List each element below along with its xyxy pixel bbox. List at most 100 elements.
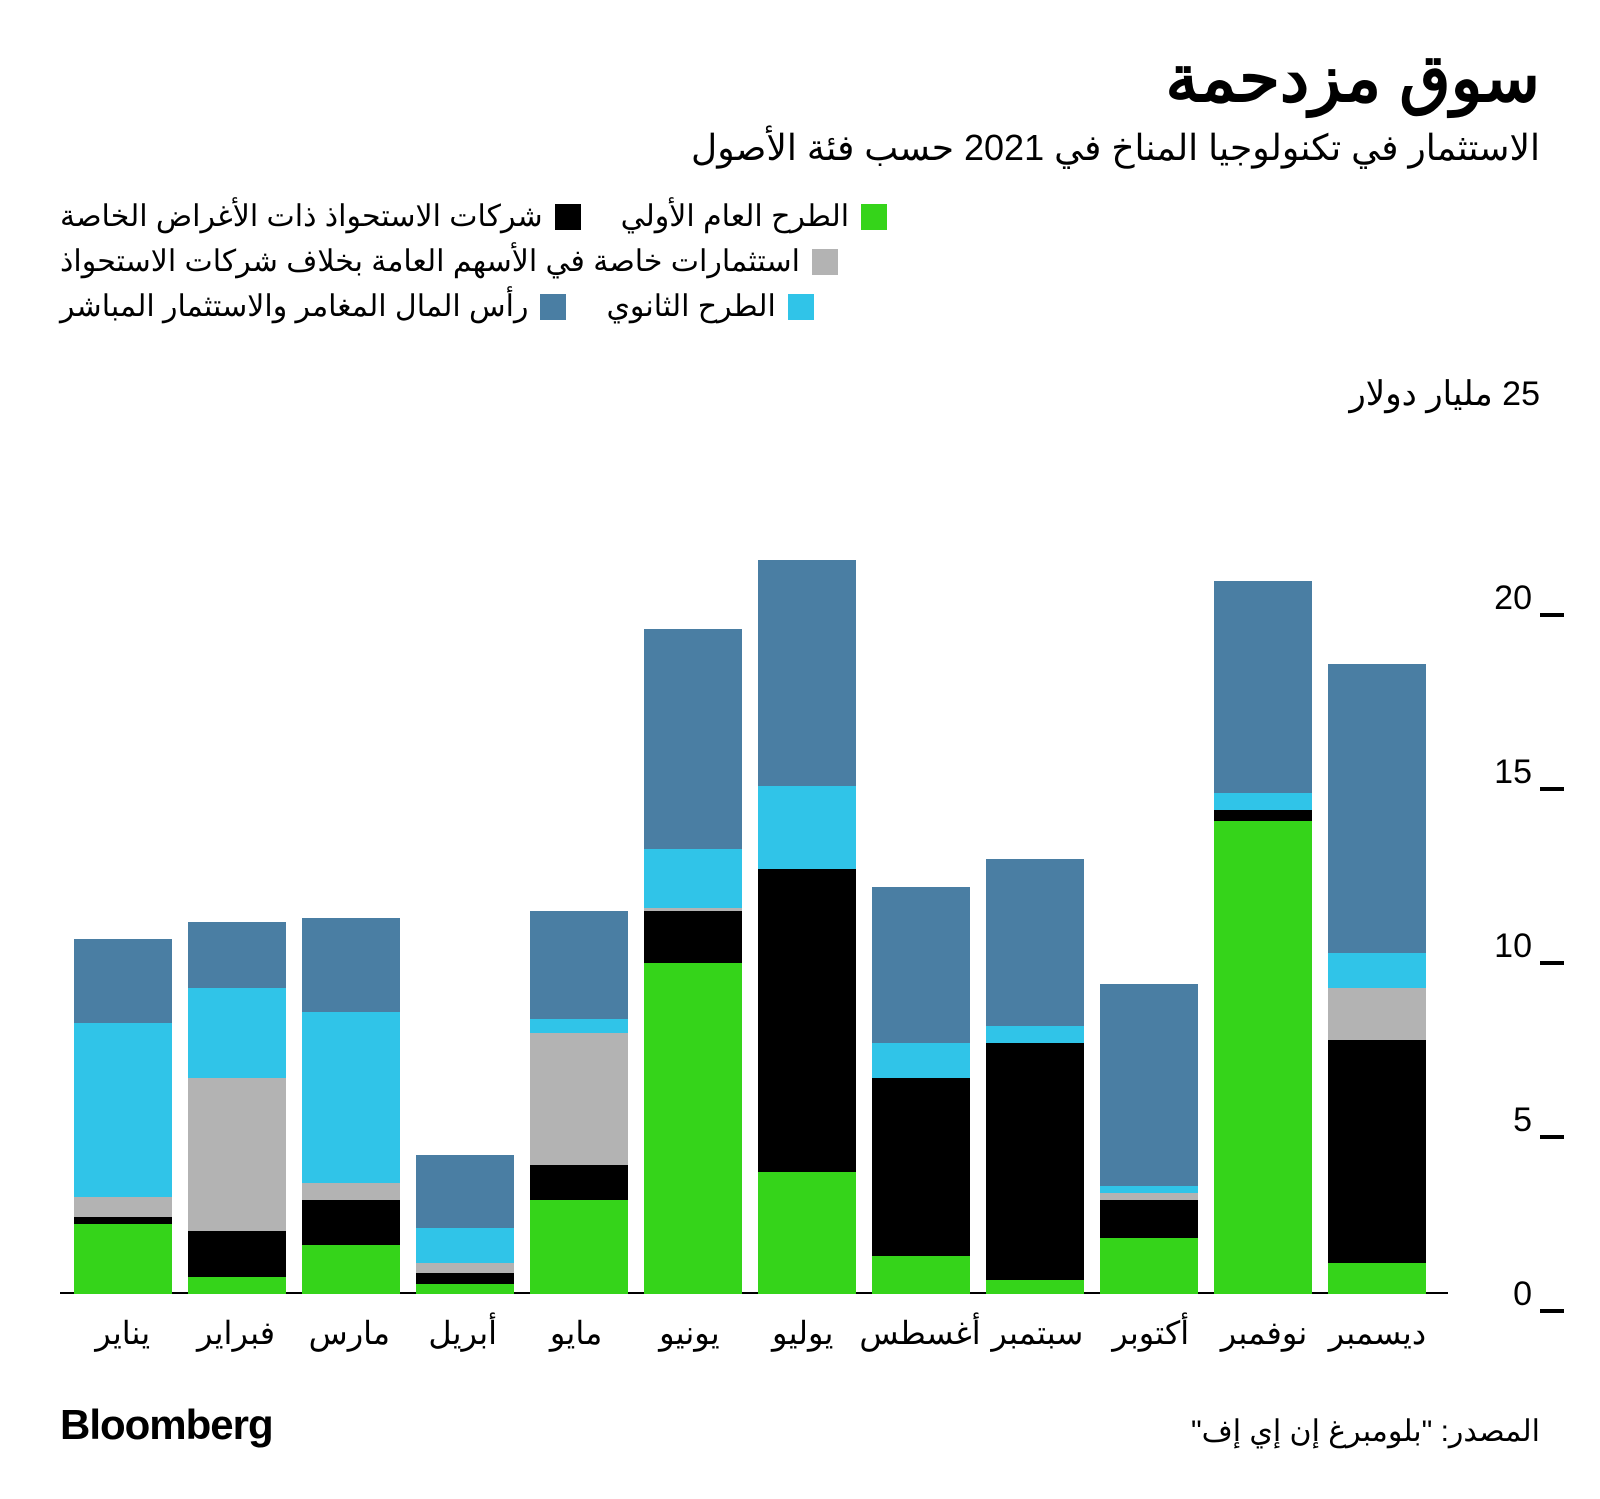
bars-row xyxy=(60,424,1440,1294)
bar-stack xyxy=(1214,581,1312,1294)
bar-segment-secondary xyxy=(758,786,856,870)
y-tick-mark xyxy=(1540,1309,1564,1313)
legend-label: شركات الاستحواذ ذات الأغراض الخاصة xyxy=(60,199,543,234)
plot-area xyxy=(60,424,1440,1294)
bar-segment-vc_pe xyxy=(530,911,628,1019)
bar-segment-ipo xyxy=(302,1245,400,1294)
bar-segment-secondary xyxy=(530,1019,628,1033)
bar-segment-secondary xyxy=(416,1228,514,1263)
legend-item: رأس المال المغامر والاستثمار المباشر xyxy=(60,289,566,324)
bar-segment-spac xyxy=(530,1165,628,1200)
y-axis-label-row: 25 مليار دولار xyxy=(60,374,1540,414)
legend-item: استثمارات خاصة في الأسهم العامة بخلاف شر… xyxy=(60,244,838,279)
x-axis-label: يناير xyxy=(66,1314,179,1352)
x-axis-label: مارس xyxy=(293,1314,406,1352)
bar-segment-spac xyxy=(416,1273,514,1283)
bar-segment-pipe xyxy=(74,1197,172,1218)
bar-column xyxy=(294,424,408,1294)
bar-segment-ipo xyxy=(530,1200,628,1294)
bar-segment-ipo xyxy=(758,1172,856,1294)
legend-label: رأس المال المغامر والاستثمار المباشر xyxy=(60,289,528,324)
y-tick: 10 xyxy=(1494,927,1540,966)
bar-column xyxy=(1092,424,1206,1294)
source-attribution: المصدر: "بلومبرغ إن إي إف" xyxy=(1191,1414,1540,1449)
bar-segment-spac xyxy=(74,1217,172,1224)
legend-item: الطرح العام الأولي xyxy=(621,199,887,234)
chart-subtitle: الاستثمار في تكنولوجيا المناخ في 2021 حس… xyxy=(60,127,1540,169)
x-axis-label: أبريل xyxy=(406,1314,519,1352)
bar-segment-spac xyxy=(644,911,742,963)
y-tick-mark xyxy=(1540,613,1564,617)
bar-segment-secondary xyxy=(644,849,742,908)
legend-label: الطرح الثانوي xyxy=(606,289,775,324)
bar-segment-ipo xyxy=(872,1256,970,1294)
y-tick-label: 10 xyxy=(1494,927,1540,966)
x-axis-label: يوليو xyxy=(746,1314,859,1352)
bar-segment-vc_pe xyxy=(1100,984,1198,1186)
bar-segment-spac xyxy=(302,1200,400,1245)
legend-item: الطرح الثانوي xyxy=(606,289,813,324)
legend-swatch xyxy=(555,204,581,230)
x-axis-label: سبتمبر xyxy=(981,1314,1094,1352)
bar-segment-vc_pe xyxy=(644,629,742,848)
legend-item: شركات الاستحواذ ذات الأغراض الخاصة xyxy=(60,199,581,234)
bar-stack xyxy=(302,918,400,1294)
x-axis-label: أغسطس xyxy=(859,1314,980,1352)
y-tick: 15 xyxy=(1494,753,1540,792)
bar-stack xyxy=(872,887,970,1294)
bar-segment-pipe xyxy=(188,1078,286,1231)
bar-segment-vc_pe xyxy=(986,859,1084,1026)
bar-segment-pipe xyxy=(530,1033,628,1165)
brand-logo: Bloomberg xyxy=(60,1401,273,1449)
y-tick-label: 0 xyxy=(1513,1275,1540,1314)
bar-segment-ipo xyxy=(416,1284,514,1294)
bar-segment-vc_pe xyxy=(416,1155,514,1228)
bar-segment-vc_pe xyxy=(302,918,400,1012)
bar-segment-pipe xyxy=(302,1183,400,1200)
bar-stack xyxy=(1328,664,1426,1294)
x-axis-labels: ينايرفبرايرمارسأبريلمايويونيويوليوأغسطسس… xyxy=(60,1294,1540,1352)
bar-column xyxy=(180,424,294,1294)
bar-segment-secondary xyxy=(872,1043,970,1078)
bar-segment-ipo xyxy=(986,1280,1084,1294)
bar-stack xyxy=(758,560,856,1294)
bar-stack xyxy=(644,629,742,1294)
bar-segment-secondary xyxy=(302,1012,400,1183)
legend-label: الطرح العام الأولي xyxy=(621,199,849,234)
legend: الطرح العام الأولي شركات الاستحواذ ذات ال… xyxy=(60,199,1540,334)
bar-column xyxy=(522,424,636,1294)
bar-segment-spac xyxy=(188,1231,286,1276)
bar-segment-vc_pe xyxy=(758,560,856,786)
bar-segment-vc_pe xyxy=(1328,664,1426,953)
bar-segment-ipo xyxy=(1214,821,1312,1294)
x-axis-label: مايو xyxy=(519,1314,632,1352)
bar-segment-vc_pe xyxy=(1214,581,1312,793)
chart-area: 05101520 xyxy=(60,424,1540,1294)
bar-column xyxy=(66,424,180,1294)
bar-segment-secondary xyxy=(1328,953,1426,988)
bar-segment-spac xyxy=(758,869,856,1172)
x-axis-label: ديسمبر xyxy=(1321,1314,1434,1352)
y-tick: 20 xyxy=(1494,579,1540,618)
legend-swatch xyxy=(540,294,566,320)
bar-column xyxy=(1206,424,1320,1294)
bar-column xyxy=(636,424,750,1294)
bar-segment-ipo xyxy=(644,963,742,1294)
bar-column xyxy=(750,424,864,1294)
bar-segment-ipo xyxy=(74,1224,172,1294)
bar-column xyxy=(1320,424,1434,1294)
bar-segment-spac xyxy=(872,1078,970,1255)
legend-swatch xyxy=(812,249,838,275)
bar-segment-ipo xyxy=(1100,1238,1198,1294)
bar-segment-secondary xyxy=(188,988,286,1078)
bar-stack xyxy=(416,1155,514,1294)
legend-swatch xyxy=(788,294,814,320)
chart-container: سوق مزدحمة الاستثمار في تكنولوجيا المناخ… xyxy=(0,0,1600,1499)
bar-column xyxy=(978,424,1092,1294)
y-tick: 0 xyxy=(1513,1275,1540,1314)
bar-stack xyxy=(530,911,628,1294)
bar-segment-spac xyxy=(1100,1200,1198,1238)
bar-segment-spac xyxy=(1328,1040,1426,1263)
bar-segment-vc_pe xyxy=(188,922,286,988)
bar-segment-ipo xyxy=(188,1277,286,1294)
